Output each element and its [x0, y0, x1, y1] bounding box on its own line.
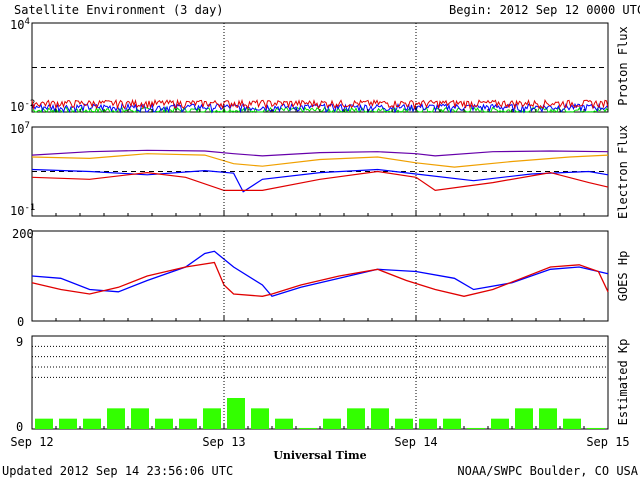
kp-bar — [563, 418, 581, 429]
hp-ylabel: GOES Hp — [616, 251, 630, 302]
updated-timestamp: Updated 2012 Sep 14 23:56:06 UTC — [2, 464, 233, 478]
proton-ylabel: Proton Flux — [616, 26, 630, 105]
hp-ytick-bottom: 0 — [17, 315, 24, 329]
electron-series-line — [31, 170, 609, 192]
x-tick-label: Sep 13 — [202, 435, 245, 449]
x-axis-ticks: Sep 12 Sep 13 Sep 14 Sep 15 — [10, 106, 630, 449]
hp-series-line — [31, 250, 609, 298]
kp-bar — [131, 408, 149, 429]
kp-ytick-top: 9 — [16, 335, 23, 349]
electron-flux-panel: 107 10-1 Electron Flux — [10, 121, 630, 219]
chart-title: Satellite Environment (3 day) — [14, 3, 224, 17]
hp-ytick-top: 200 — [12, 227, 34, 241]
x-tick-label: Sep 14 — [394, 435, 437, 449]
kp-bar — [59, 418, 77, 429]
day-separator-lines — [223, 23, 417, 429]
kp-bar — [371, 408, 389, 429]
goes-hp-panel: 200 0 GOES Hp — [12, 227, 630, 329]
kp-bar — [419, 418, 437, 429]
kp-bar — [467, 427, 485, 429]
proton-flux-panel: 104 10-2 Proton Flux — [10, 17, 630, 114]
kp-bar — [395, 418, 413, 429]
begin-date: Begin: 2012 Sep 12 0000 UTC — [449, 3, 640, 17]
kp-bar — [323, 418, 341, 429]
credit-line: NOAA/SWPC Boulder, CO USA — [457, 464, 638, 478]
kp-bar — [299, 427, 317, 429]
kp-bar — [347, 408, 365, 429]
x-tick-label: Sep 15 — [586, 435, 629, 449]
kp-bar — [539, 408, 557, 429]
kp-panel: 9 0 Estimated Kp — [16, 335, 630, 434]
proton-ytick-top: 104 — [10, 17, 30, 32]
electron-ytick-bottom: 10-1 — [10, 203, 35, 218]
electron-series-line — [31, 153, 609, 168]
kp-bar — [83, 418, 101, 429]
kp-bar — [515, 408, 533, 429]
kp-bar — [227, 398, 245, 429]
kp-bar — [155, 418, 173, 429]
kp-bar — [107, 408, 125, 429]
electron-ytick-top: 107 — [10, 121, 30, 136]
kp-ylabel: Estimated Kp — [616, 339, 630, 426]
kp-bar — [443, 418, 461, 429]
kp-ytick-bottom: 0 — [16, 420, 23, 434]
kp-bar — [587, 427, 605, 429]
kp-bar — [179, 418, 197, 429]
kp-bar — [491, 418, 509, 429]
kp-bar — [35, 418, 53, 429]
electron-series-line — [31, 149, 609, 157]
hp-series-line — [31, 261, 609, 297]
kp-bar — [275, 418, 293, 429]
proton-series-line — [31, 98, 609, 111]
kp-bar — [251, 408, 269, 429]
electron-ylabel: Electron Flux — [616, 125, 630, 219]
x-axis-label: Universal Time — [273, 449, 366, 462]
kp-bar — [203, 408, 221, 429]
proton-ytick-bottom: 10-2 — [10, 99, 35, 114]
x-tick-label: Sep 12 — [10, 435, 53, 449]
